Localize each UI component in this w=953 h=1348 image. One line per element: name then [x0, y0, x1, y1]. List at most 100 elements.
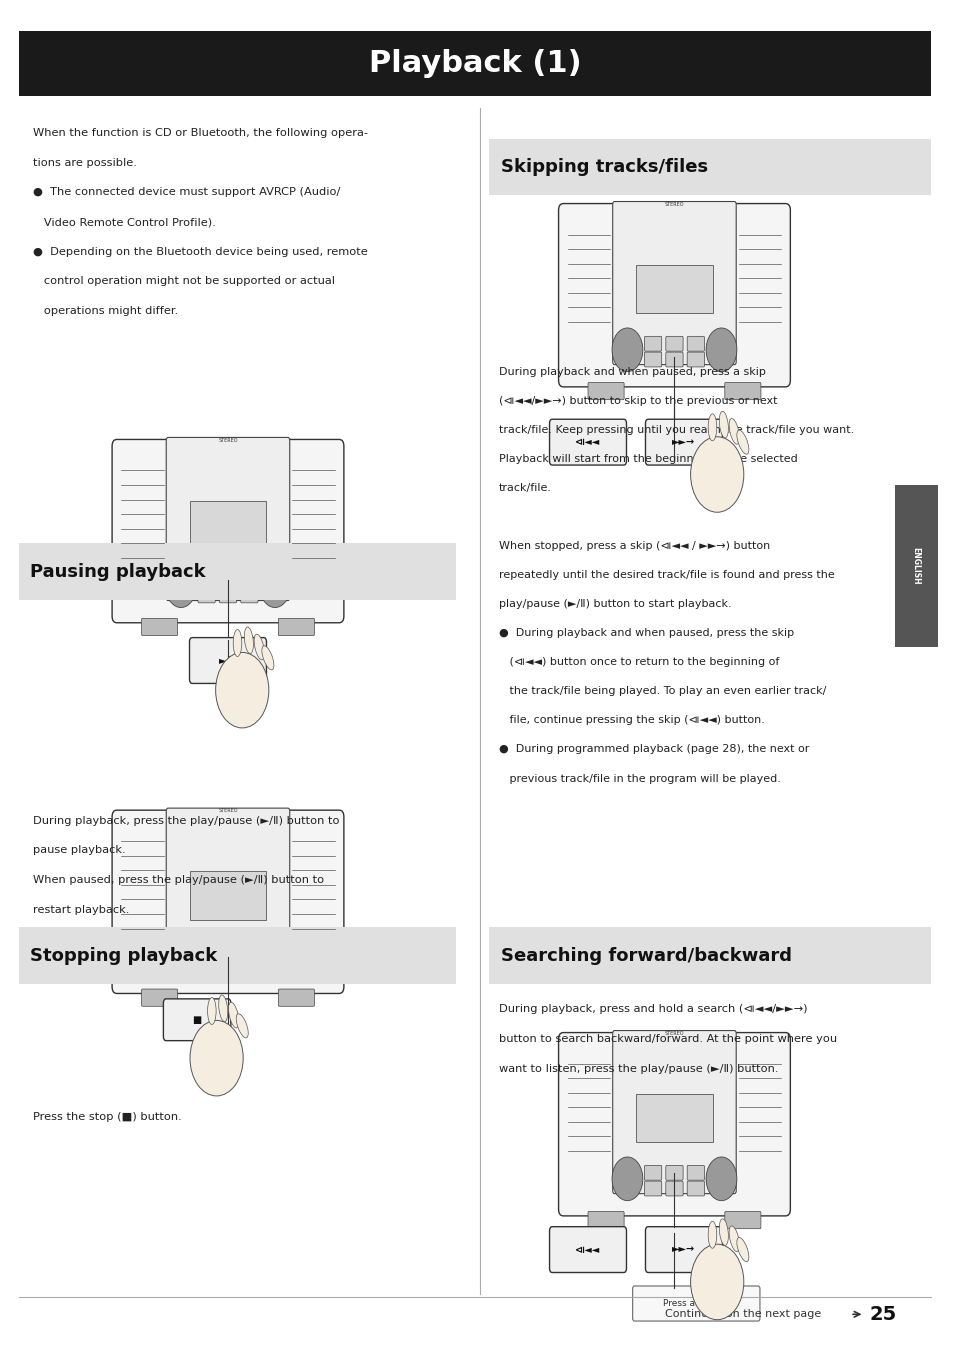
Circle shape [215, 652, 269, 728]
FancyBboxPatch shape [644, 352, 661, 367]
Text: ►/Ⅱ: ►/Ⅱ [218, 655, 237, 666]
FancyBboxPatch shape [163, 999, 231, 1041]
FancyBboxPatch shape [190, 871, 266, 919]
Circle shape [166, 563, 196, 608]
Ellipse shape [736, 430, 748, 454]
FancyBboxPatch shape [190, 638, 266, 683]
Circle shape [690, 1244, 743, 1320]
Text: restart playback.: restart playback. [33, 905, 130, 914]
FancyBboxPatch shape [587, 1212, 623, 1229]
FancyBboxPatch shape [686, 1181, 703, 1196]
Text: (⧏◄◄) button once to return to the beginning of: (⧏◄◄) button once to return to the begin… [498, 658, 779, 667]
Text: STEREO: STEREO [664, 1031, 683, 1035]
FancyBboxPatch shape [166, 807, 290, 971]
Text: previous track/file in the program will be played.: previous track/file in the program will … [498, 774, 780, 783]
Text: Press the stop (■) button.: Press the stop (■) button. [33, 1112, 182, 1122]
Text: 25: 25 [869, 1305, 896, 1324]
FancyBboxPatch shape [198, 958, 215, 973]
FancyBboxPatch shape [19, 543, 456, 600]
Text: Pausing playback: Pausing playback [30, 562, 206, 581]
FancyBboxPatch shape [112, 439, 343, 623]
Ellipse shape [244, 627, 253, 654]
FancyBboxPatch shape [278, 619, 314, 636]
Ellipse shape [208, 998, 216, 1024]
FancyBboxPatch shape [240, 944, 257, 957]
Text: ●  During playback and when paused, press the skip: ● During playback and when paused, press… [498, 628, 793, 638]
FancyBboxPatch shape [632, 1286, 760, 1321]
Text: STEREO: STEREO [218, 438, 237, 442]
Text: tions are possible.: tions are possible. [33, 158, 137, 167]
FancyBboxPatch shape [166, 437, 290, 601]
Text: play/pause (►/Ⅱ) button to start playback.: play/pause (►/Ⅱ) button to start playbac… [498, 599, 731, 609]
Text: When the function is CD or Bluetooth, the following opera-: When the function is CD or Bluetooth, th… [33, 128, 368, 137]
FancyBboxPatch shape [686, 336, 703, 350]
Text: track/file. Keep pressing until you reach the track/file you want.: track/file. Keep pressing until you reac… [498, 425, 853, 435]
Ellipse shape [736, 1237, 748, 1262]
Text: ●  During programmed playback (page 28), the next or: ● During programmed playback (page 28), … [498, 744, 808, 755]
Text: track/file.: track/file. [498, 483, 551, 493]
FancyBboxPatch shape [219, 944, 236, 957]
Text: ►►→: ►►→ [672, 437, 695, 448]
Circle shape [612, 328, 642, 372]
Text: repeatedly until the desired track/file is found and press the: repeatedly until the desired track/file … [498, 570, 834, 580]
Circle shape [190, 1020, 243, 1096]
FancyBboxPatch shape [644, 1165, 661, 1181]
Circle shape [612, 1157, 642, 1201]
Text: When paused, press the play/pause (►/Ⅱ) button to: When paused, press the play/pause (►/Ⅱ) … [33, 875, 324, 884]
FancyBboxPatch shape [240, 572, 257, 588]
Text: ►►→: ►►→ [672, 1244, 695, 1255]
Text: ENGLISH: ENGLISH [911, 547, 920, 585]
Ellipse shape [233, 630, 241, 656]
Circle shape [166, 934, 196, 979]
FancyBboxPatch shape [587, 383, 623, 399]
Ellipse shape [229, 1002, 238, 1029]
FancyBboxPatch shape [644, 1181, 661, 1196]
Ellipse shape [719, 411, 727, 438]
Ellipse shape [719, 1219, 727, 1246]
FancyBboxPatch shape [549, 1227, 626, 1273]
FancyBboxPatch shape [665, 1181, 682, 1196]
FancyBboxPatch shape [549, 419, 626, 465]
Text: (⧏◄◄/►►→) button to skip to the previous or next: (⧏◄◄/►►→) button to skip to the previous… [498, 396, 777, 406]
Text: When stopped, press a skip (⧏◄◄ / ►►→) button: When stopped, press a skip (⧏◄◄ / ►►→) b… [498, 541, 769, 551]
Text: button to search backward/forward. At the point where you: button to search backward/forward. At th… [498, 1034, 836, 1043]
FancyBboxPatch shape [724, 383, 760, 399]
FancyBboxPatch shape [141, 619, 177, 636]
Circle shape [690, 437, 743, 512]
FancyBboxPatch shape [665, 1165, 682, 1181]
FancyBboxPatch shape [489, 139, 930, 195]
FancyBboxPatch shape [686, 1165, 703, 1181]
FancyBboxPatch shape [558, 204, 789, 387]
FancyBboxPatch shape [112, 810, 343, 993]
FancyBboxPatch shape [612, 1030, 736, 1194]
Text: ●  Depending on the Bluetooth device being used, remote: ● Depending on the Bluetooth device bein… [33, 247, 368, 256]
Text: Searching forward/backward: Searching forward/backward [500, 946, 791, 965]
FancyBboxPatch shape [894, 485, 937, 647]
Text: During playback, press and hold a search (⧏◄◄/►►→): During playback, press and hold a search… [498, 1004, 806, 1014]
Ellipse shape [707, 1221, 716, 1248]
FancyBboxPatch shape [645, 419, 721, 465]
Text: ⧏◄◄: ⧏◄◄ [575, 437, 600, 448]
Ellipse shape [728, 418, 739, 445]
Text: STEREO: STEREO [218, 809, 237, 813]
FancyBboxPatch shape [219, 588, 236, 603]
Text: pause playback.: pause playback. [33, 845, 126, 855]
FancyBboxPatch shape [724, 1212, 760, 1229]
FancyBboxPatch shape [219, 572, 236, 588]
Text: STEREO: STEREO [664, 202, 683, 206]
FancyBboxPatch shape [645, 1227, 721, 1273]
Text: Playback (1): Playback (1) [368, 49, 580, 78]
FancyBboxPatch shape [19, 31, 930, 96]
Ellipse shape [236, 1014, 248, 1038]
FancyBboxPatch shape [198, 944, 215, 957]
Ellipse shape [707, 414, 716, 441]
Circle shape [705, 328, 736, 372]
Ellipse shape [218, 995, 228, 1022]
Text: Stopping playback: Stopping playback [30, 946, 217, 965]
Text: Press and hold: Press and hold [662, 1299, 728, 1308]
Circle shape [259, 934, 290, 979]
FancyBboxPatch shape [198, 572, 215, 588]
FancyBboxPatch shape [278, 989, 314, 1006]
FancyBboxPatch shape [558, 1033, 789, 1216]
Text: ⧏◄◄: ⧏◄◄ [575, 1244, 600, 1255]
